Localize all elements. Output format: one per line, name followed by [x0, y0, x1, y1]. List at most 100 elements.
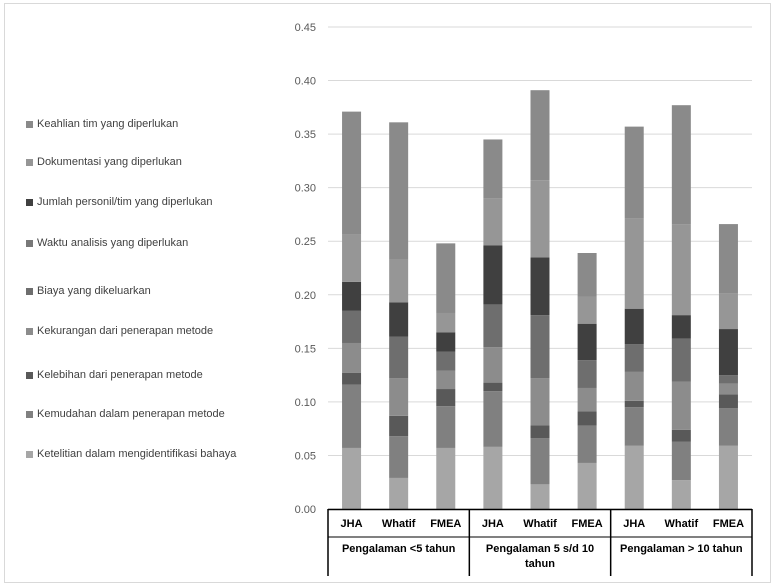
bar-stack	[577, 253, 597, 509]
bar-segment	[671, 315, 691, 339]
y-axis-ticks: 0.00 0.05 0.10 0.15 0.20 0.25 0.30 0.35 0.40 0.45	[295, 22, 316, 516]
legend-label: Ketelitian dalam mengidentifikasi bahaya	[37, 448, 237, 460]
bar-segment	[577, 462, 597, 509]
legend-label: Kemudahan dalam penerapan metode	[37, 408, 225, 420]
bar-segment	[483, 382, 503, 392]
bar-segment	[624, 445, 644, 509]
legend-swatch	[26, 199, 33, 206]
bar-segment	[483, 391, 503, 447]
bar-segment	[624, 126, 644, 219]
legend-item: Dokumentasi yang diperlukan	[26, 155, 276, 170]
bar-stack	[342, 111, 362, 509]
bar-segment	[718, 224, 738, 294]
legend-item: Biaya yang dikeluarkan	[26, 284, 276, 299]
y-tick-label: 0.10	[295, 397, 316, 409]
bar-segment	[389, 436, 409, 478]
bar-segment	[342, 384, 362, 448]
bar-segment	[483, 446, 503, 509]
bar-segment	[624, 308, 644, 345]
bar-segment	[718, 293, 738, 330]
bar-segment	[718, 329, 738, 376]
x-axis: JHA Whatif FMEA JHA Whatif FMEA JHA Whatif FMEA P…	[327, 508, 753, 576]
bar-segment	[624, 400, 644, 408]
bar-segment	[436, 351, 456, 371]
legend-swatch	[26, 240, 33, 247]
legend-label: Biaya yang dikeluarkan	[37, 285, 151, 297]
legend-swatch	[26, 328, 33, 335]
legend-label: Waktu analisis yang diperlukan	[37, 237, 189, 249]
legend-swatch	[26, 451, 33, 458]
legend-item: Kekurangan dari penerapan metode	[26, 324, 276, 339]
bar-segment	[718, 445, 738, 509]
bar-segment	[671, 105, 691, 225]
bar-segment	[671, 224, 691, 316]
bar-segment	[577, 411, 597, 426]
bar-segment	[530, 484, 550, 509]
bar-segment	[624, 218, 644, 309]
x-group-label: Pengalaman <5 tahun	[342, 543, 456, 555]
bar-segment	[671, 381, 691, 430]
bar-segment	[342, 234, 362, 282]
y-tick-label: 0.45	[295, 22, 316, 34]
legend-swatch	[26, 288, 33, 295]
bar-segment	[624, 371, 644, 401]
bar-segment	[530, 257, 550, 316]
bar-segment	[342, 310, 362, 343]
bar-segment	[342, 111, 362, 235]
x-group-label: Pengalaman 5 s/d 10 tahun	[486, 543, 594, 570]
legend-item: Keahlian tim yang diperlukan	[26, 117, 276, 132]
legend-label: Jumlah personil/tim yang diperlukan	[37, 196, 213, 208]
x-category-label: JHA	[623, 518, 645, 530]
x-group-label: Pengalaman > 10 tahun	[620, 543, 743, 555]
bar-segment	[718, 383, 738, 395]
bar-segment	[483, 245, 503, 305]
bar-segment	[342, 447, 362, 509]
bar-stack	[624, 126, 644, 509]
x-category-label: Whatif	[523, 518, 557, 530]
legend-swatch	[26, 411, 33, 418]
bar-segment	[389, 378, 409, 416]
legend-item: Waktu analisis yang diperlukan	[26, 236, 276, 251]
y-tick-label: 0.35	[295, 129, 316, 141]
bar-segment	[436, 332, 456, 352]
bar-stack	[389, 122, 409, 509]
bar-stack	[671, 105, 691, 509]
bar-segment	[718, 394, 738, 409]
y-tick-label: 0.05	[295, 450, 316, 462]
bar-segment	[342, 372, 362, 385]
legend-label: Kekurangan dari penerapan metode	[37, 325, 214, 337]
y-tick-label: 0.20	[295, 290, 316, 302]
bar-segment	[530, 180, 550, 258]
bar-segment	[530, 90, 550, 181]
x-category-label: FMEA	[572, 518, 603, 530]
bar-segment	[671, 429, 691, 442]
bar-stack	[530, 90, 550, 509]
bar-segment	[389, 415, 409, 437]
legend-item: Jumlah personil/tim yang diperlukan	[26, 195, 276, 210]
bar-segment	[671, 338, 691, 382]
x-category-label: FMEA	[430, 518, 461, 530]
bar-segment	[530, 378, 550, 426]
bar-segment	[389, 259, 409, 303]
bar-segment	[671, 480, 691, 509]
bar-segment	[436, 447, 456, 509]
bar-segment	[436, 312, 456, 333]
bar-segment	[436, 370, 456, 390]
bar-segment	[577, 323, 597, 361]
x-category-label: JHA	[341, 518, 363, 530]
legend-item: Kemudahan dalam penerapan metode	[26, 407, 276, 422]
legend-label: Keahlian tim yang diperlukan	[37, 118, 179, 130]
bar-segment	[389, 302, 409, 337]
bars	[342, 90, 738, 509]
bar-segment	[483, 347, 503, 383]
bar-segment	[577, 425, 597, 463]
bar-segment	[577, 253, 597, 297]
bar-segment	[342, 281, 362, 311]
bar-stack	[718, 224, 738, 509]
x-category-label: FMEA	[713, 518, 744, 530]
bar-stack	[436, 243, 456, 509]
bar-segment	[624, 407, 644, 446]
y-tick-label: 0.00	[295, 504, 316, 516]
bar-segment	[577, 387, 597, 412]
legend-swatch	[26, 159, 33, 166]
